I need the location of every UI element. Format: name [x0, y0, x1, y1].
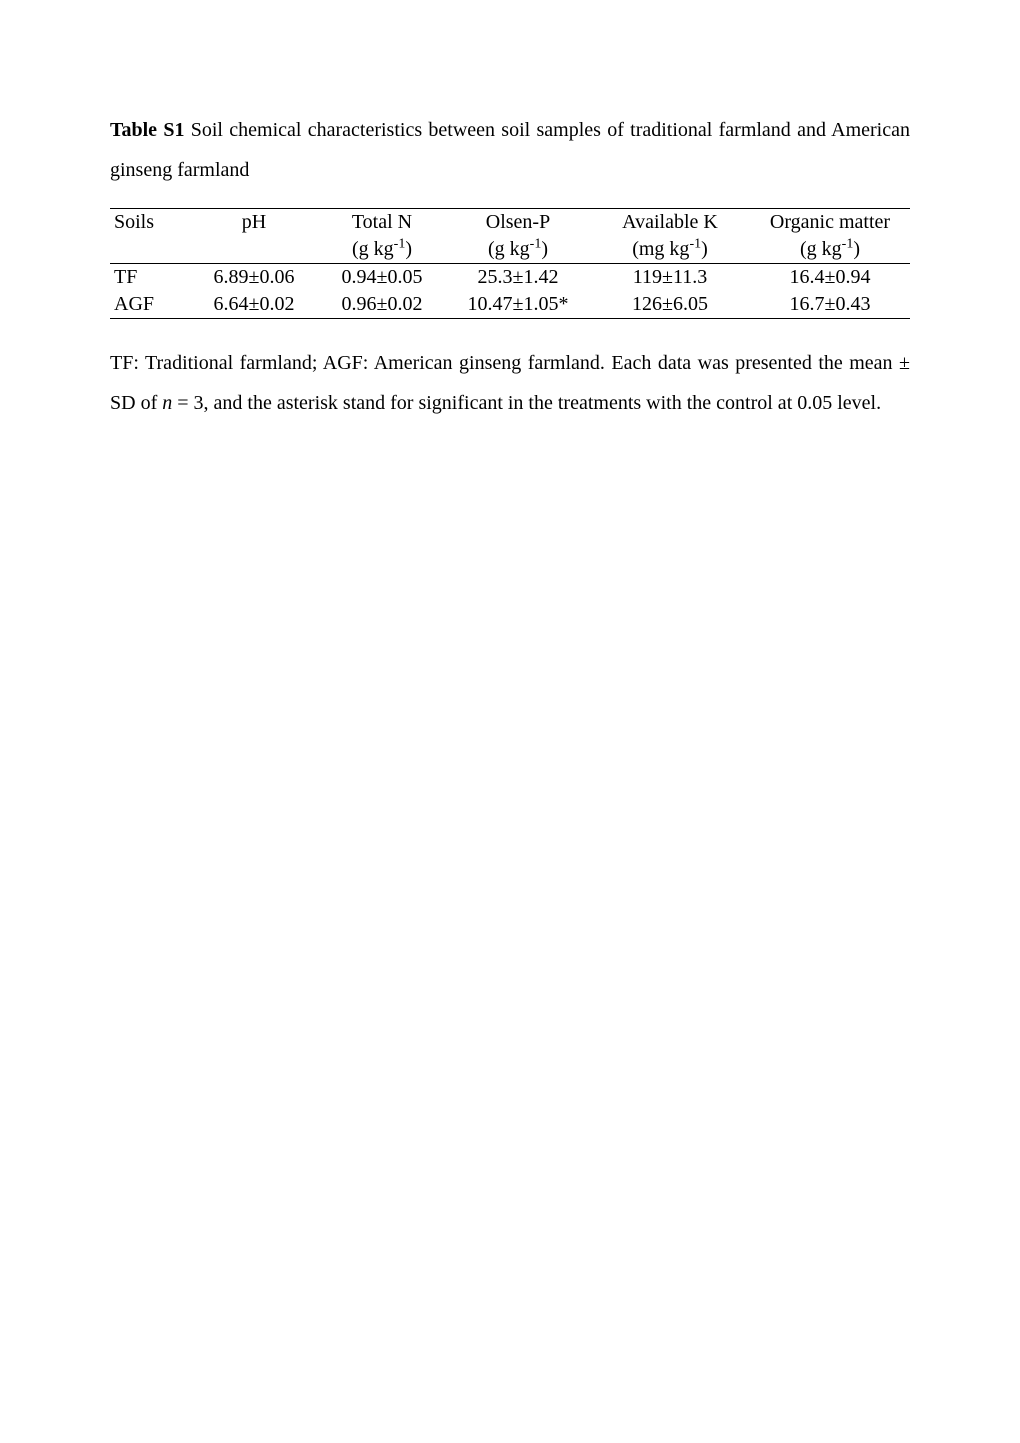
footnote-part2: = 3, and the asterisk stand for signific…: [172, 392, 881, 414]
cell-soils: TF: [110, 264, 190, 292]
col-header-ph: pH: [190, 209, 318, 237]
unit-olsen-p: (g kg-1): [446, 236, 590, 264]
col-header-organic-matter: Organic matter: [750, 209, 910, 237]
cell-olsen-p: 25.3±1.42: [446, 264, 590, 292]
cell-total-n: 0.94±0.05: [318, 264, 446, 292]
unit-ph-blank: [190, 236, 318, 264]
table-footnote: TF: Traditional farmland; AGF: American …: [110, 343, 910, 423]
col-header-total-n: Total N: [318, 209, 446, 237]
data-table: Soils pH Total N Olsen-P Available K Org…: [110, 208, 910, 319]
table-header-row: Soils pH Total N Olsen-P Available K Org…: [110, 209, 910, 237]
col-header-soils: Soils: [110, 209, 190, 237]
cell-ph: 6.89±0.06: [190, 264, 318, 292]
cell-organic-matter: 16.7±0.43: [750, 291, 910, 319]
cell-total-n: 0.96±0.02: [318, 291, 446, 319]
unit-organic-matter: (g kg-1): [750, 236, 910, 264]
col-header-available-k: Available K: [590, 209, 750, 237]
unit-soils-blank: [110, 236, 190, 264]
unit-total-n: (g kg-1): [318, 236, 446, 264]
cell-olsen-p: 10.47±1.05*: [446, 291, 590, 319]
footnote-n: n: [162, 392, 172, 414]
table-units-row: (g kg-1) (g kg-1) (mg kg-1) (g kg-1): [110, 236, 910, 264]
caption-text: Soil chemical characteristics between so…: [110, 119, 910, 181]
table-caption: Table S1 Soil chemical characteristics b…: [110, 110, 910, 190]
cell-available-k: 126±6.05: [590, 291, 750, 319]
cell-ph: 6.64±0.02: [190, 291, 318, 319]
unit-available-k: (mg kg-1): [590, 236, 750, 264]
table-row: AGF 6.64±0.02 0.96±0.02 10.47±1.05* 126±…: [110, 291, 910, 319]
cell-soils: AGF: [110, 291, 190, 319]
cell-available-k: 119±11.3: [590, 264, 750, 292]
table-label: Table S1: [110, 119, 184, 141]
table-row: TF 6.89±0.06 0.94±0.05 25.3±1.42 119±11.…: [110, 264, 910, 292]
cell-organic-matter: 16.4±0.94: [750, 264, 910, 292]
col-header-olsen-p: Olsen-P: [446, 209, 590, 237]
